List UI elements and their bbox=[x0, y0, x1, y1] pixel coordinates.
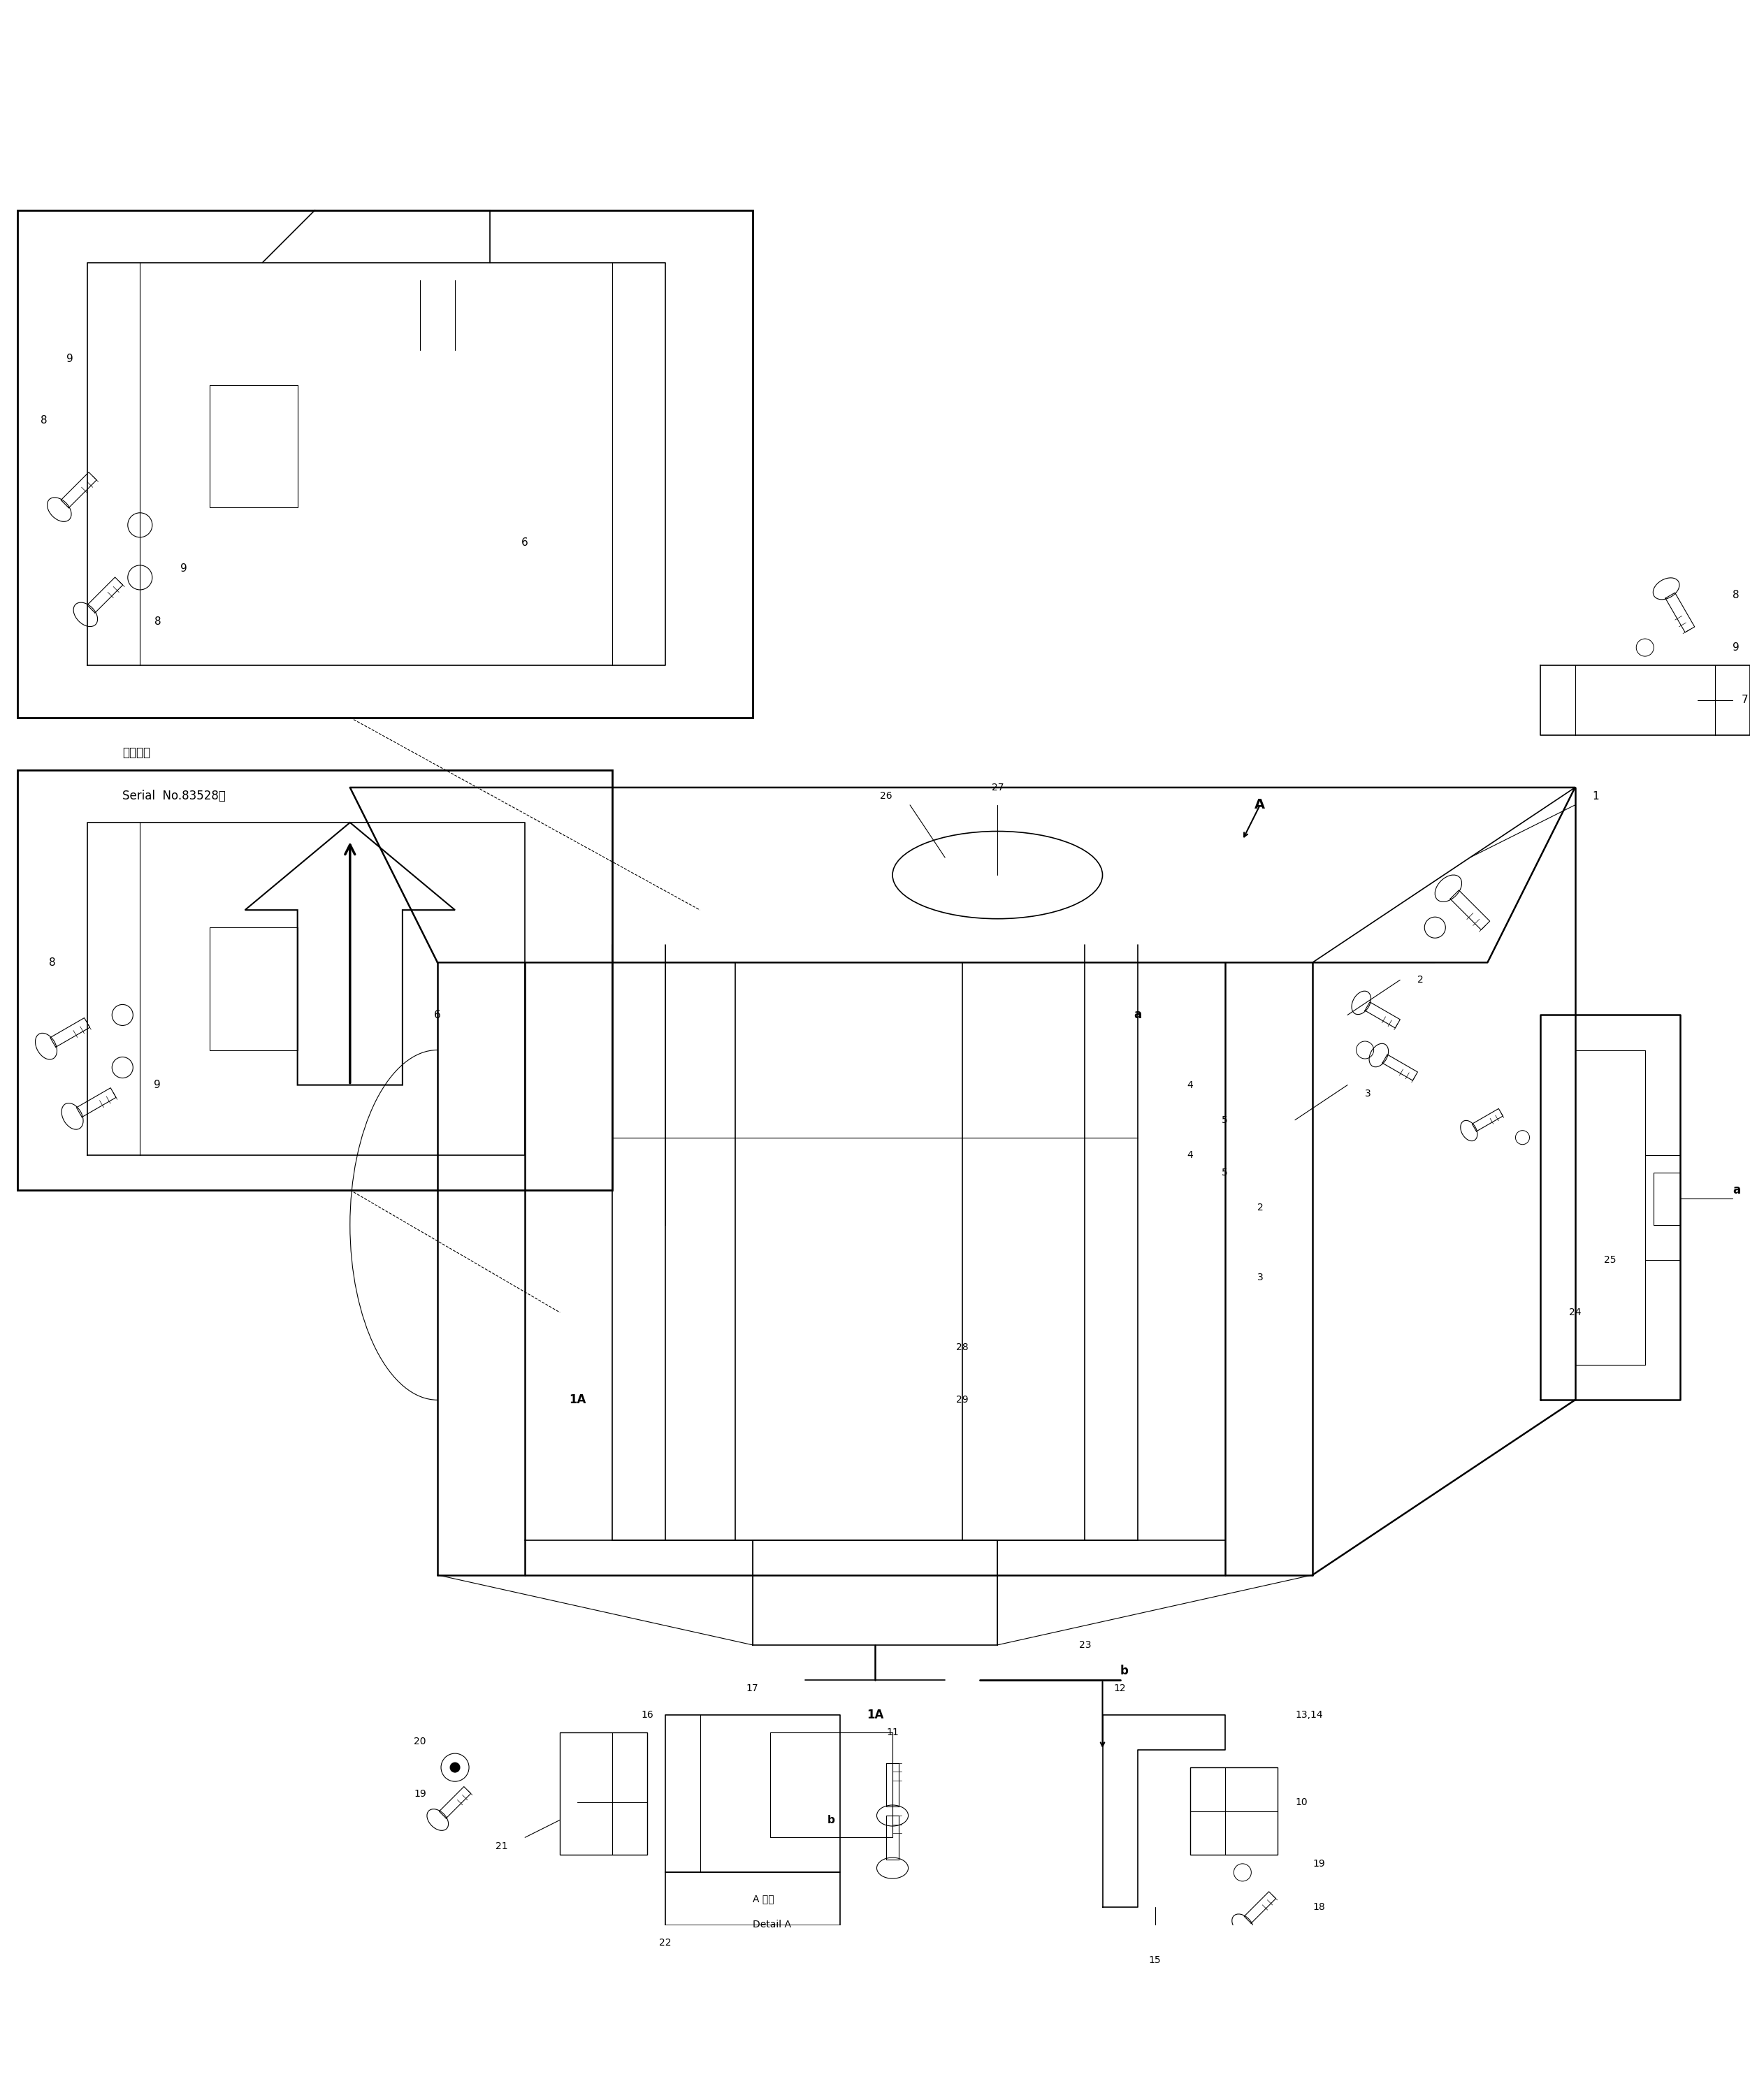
Text: 29: 29 bbox=[956, 1394, 970, 1405]
Bar bbox=[560, 1732, 647, 1854]
Text: 2: 2 bbox=[1418, 974, 1423, 985]
Text: 26: 26 bbox=[880, 792, 892, 802]
Bar bbox=[1190, 1768, 1278, 1854]
Text: Serial  No.83528～: Serial No.83528～ bbox=[123, 790, 226, 802]
Circle shape bbox=[450, 1762, 460, 1772]
Text: 19: 19 bbox=[1312, 1859, 1325, 1869]
Text: 19: 19 bbox=[413, 1789, 427, 1798]
Text: 適用号機: 適用号機 bbox=[123, 746, 150, 758]
Text: 12: 12 bbox=[1113, 1684, 1127, 1693]
Text: 21: 21 bbox=[495, 1842, 508, 1850]
Text: 10: 10 bbox=[1295, 1798, 1307, 1808]
Text: 1: 1 bbox=[1592, 792, 1600, 802]
Text: 5: 5 bbox=[1222, 1115, 1228, 1126]
Text: 3: 3 bbox=[1256, 1273, 1264, 1283]
Text: 4: 4 bbox=[1187, 1151, 1194, 1159]
Text: 1A: 1A bbox=[866, 1709, 884, 1722]
Text: 1A: 1A bbox=[569, 1394, 586, 1407]
Text: Detail A: Detail A bbox=[752, 1919, 791, 1930]
Text: 28: 28 bbox=[956, 1342, 970, 1352]
Text: a: a bbox=[1732, 1184, 1740, 1197]
Polygon shape bbox=[245, 823, 455, 1086]
Text: b: b bbox=[828, 1814, 835, 1825]
Text: 18: 18 bbox=[1312, 1903, 1325, 1913]
Text: 17: 17 bbox=[746, 1684, 759, 1693]
Text: 8: 8 bbox=[1732, 590, 1740, 601]
Text: 27: 27 bbox=[992, 783, 1003, 792]
Text: 24: 24 bbox=[1570, 1308, 1580, 1317]
Bar bbox=[18, 771, 612, 1191]
Text: 9: 9 bbox=[154, 1079, 161, 1090]
Text: 9: 9 bbox=[66, 353, 74, 363]
Text: 6: 6 bbox=[434, 1010, 441, 1021]
Bar bbox=[18, 210, 752, 718]
Text: 25: 25 bbox=[1605, 1256, 1615, 1264]
Text: 22: 22 bbox=[660, 1938, 670, 1947]
Text: 13,14: 13,14 bbox=[1295, 1709, 1323, 1720]
Text: 20: 20 bbox=[415, 1737, 425, 1745]
Text: 2: 2 bbox=[1256, 1203, 1264, 1212]
Text: 9: 9 bbox=[1732, 643, 1740, 653]
Text: A 詳細: A 詳細 bbox=[752, 1894, 774, 1903]
Text: 4: 4 bbox=[1187, 1079, 1194, 1090]
Text: 9: 9 bbox=[180, 563, 187, 573]
Text: 7: 7 bbox=[1741, 695, 1748, 706]
Text: b: b bbox=[1120, 1665, 1129, 1678]
Text: 6: 6 bbox=[522, 538, 528, 548]
Text: 8: 8 bbox=[154, 615, 161, 626]
Text: 15: 15 bbox=[1148, 1955, 1162, 1966]
Bar bbox=[770, 1732, 892, 1838]
Bar bbox=[1654, 1172, 1680, 1224]
Text: 3: 3 bbox=[1365, 1090, 1370, 1098]
Text: A: A bbox=[1255, 798, 1265, 813]
Text: 8: 8 bbox=[40, 416, 47, 426]
Text: 5: 5 bbox=[1222, 1168, 1228, 1178]
Text: 8: 8 bbox=[49, 958, 56, 968]
Text: 23: 23 bbox=[1080, 1640, 1090, 1651]
Text: 16: 16 bbox=[640, 1709, 654, 1720]
Text: a: a bbox=[1134, 1008, 1141, 1021]
Text: 11: 11 bbox=[886, 1728, 900, 1737]
